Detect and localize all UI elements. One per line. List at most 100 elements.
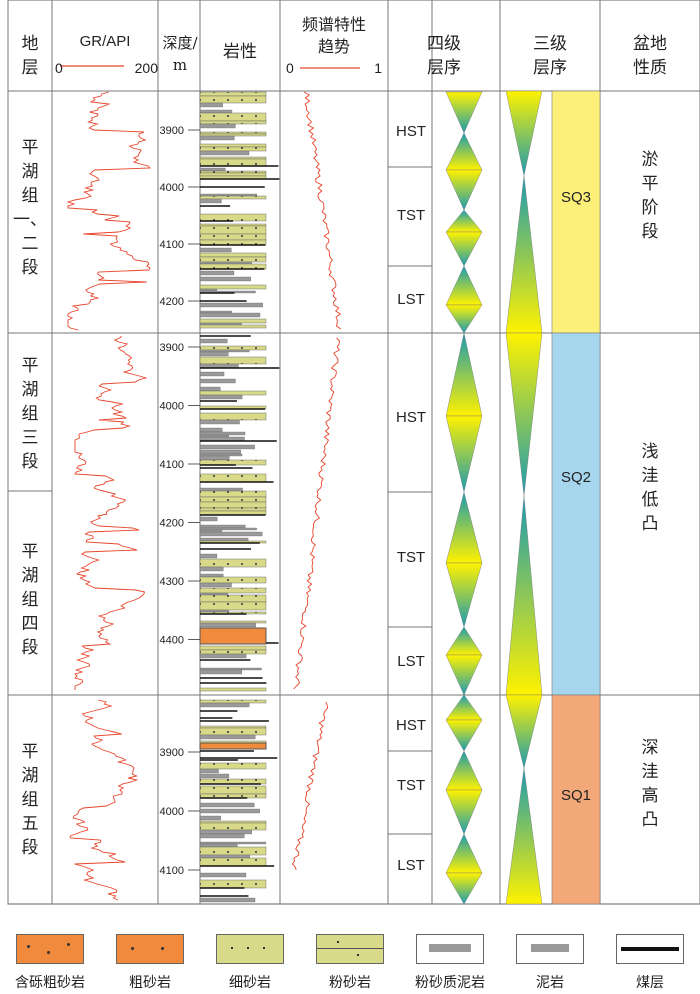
- third-order-regressive: [505, 694, 543, 769]
- legend-fine-sandstone: 细砂岩: [200, 934, 300, 992]
- header-depth: 深度/ m: [162, 34, 198, 74]
- lith-section-1-sand-bed: [199, 91, 267, 97]
- depth-s2-label: 4300: [160, 576, 184, 588]
- lith-section-3-mud-bed: [199, 773, 230, 779]
- depth-ticks: 3900 4000 4100 4200 3900 4000 4100 4200 4300 4400…: [160, 125, 200, 877]
- header-basin-nature: 盆地 性质: [633, 34, 667, 78]
- lith-section-1-sand-bed: [199, 324, 267, 329]
- legend-label: 粉砂质泥岩: [415, 975, 485, 991]
- lith-section-2-mud-bed: [199, 349, 250, 353]
- lith-section-1-sand-bed: [199, 156, 267, 160]
- lith-section-2-sand-bed: [199, 601, 267, 611]
- coarse-sandstone-icon: [116, 934, 184, 964]
- fourth-order-cycle: [445, 694, 483, 721]
- lith-section-2-sand-bed: [199, 649, 267, 655]
- lith-section-3-mud-bed: [199, 768, 219, 774]
- lith-section-1-mud-bed: [199, 135, 235, 141]
- lith-section-1-mud-bed: [199, 276, 251, 282]
- tract-tst-3: TST: [396, 777, 426, 794]
- depth-s3-label: 4100: [160, 865, 184, 877]
- lith-section-3-mud-bed: [199, 833, 245, 839]
- lith-section-2-mud-bed: [199, 537, 249, 542]
- lith-section-2-sand-bed: [199, 501, 267, 509]
- lith-section-2-sand-bed: [199, 594, 267, 603]
- lith-section-1-mud-bed: [199, 302, 263, 308]
- lith-section-3-sand-bed: [199, 820, 267, 824]
- lith-section-1-mud-bed: [199, 288, 217, 292]
- lith-section-2-mud-bed: [199, 434, 229, 438]
- spectral-curve-3: [291, 701, 329, 871]
- third-order-regressive: [505, 90, 543, 176]
- lith-section-2-mud-bed: [199, 371, 225, 377]
- lith-section-1-mud-bed: [199, 270, 235, 276]
- fourth-order-sequence-column: [445, 91, 483, 905]
- lith-section-2-sand-bed: [199, 558, 267, 568]
- tract-tst-1: TST: [396, 207, 426, 224]
- lith-section-2-mud-bed: [199, 431, 246, 436]
- lith-section-2-sand-bed: [199, 390, 267, 396]
- lith-section-2-mud-bed: [199, 455, 230, 461]
- lith-section-1-mud-bed: [199, 109, 233, 114]
- stratum-label-4: 平 湖 组 四 段: [21, 542, 39, 658]
- lith-section-3-mud-bed: [199, 854, 251, 859]
- sequence-sq1: SQ1: [560, 787, 591, 804]
- tract-hst-3: HST: [396, 717, 426, 734]
- fourth-order-cycle: [445, 789, 483, 835]
- lith-section-2-sand-bed: [199, 356, 267, 365]
- lith-section-3-sand-bed: [199, 857, 267, 867]
- third-order-transgressive: [505, 768, 543, 905]
- legend-label: 泥岩: [536, 975, 564, 991]
- fine-sandstone-icon: [216, 934, 284, 964]
- lith-section-1-sand-bed: [199, 112, 267, 122]
- fourth-order-cycle: [445, 169, 483, 211]
- depth-s1-label: 4000: [160, 182, 184, 194]
- lith-section-2-mud-bed: [199, 378, 236, 384]
- lith-section-1-sand-bed: [199, 172, 267, 177]
- third-order-sequence-column: [505, 90, 601, 905]
- lith-section-3-mud-bed: [199, 843, 238, 848]
- gr-curve-section-2: [74, 335, 148, 690]
- tract-lst-2: LST: [397, 653, 425, 670]
- depth-s1-label: 4100: [160, 239, 184, 251]
- lith-section-2-mud-bed: [199, 527, 257, 531]
- lith-section-2-mud-bed: [199, 553, 218, 559]
- depth-s3-label: 3900: [160, 747, 184, 759]
- fourth-order-cycle: [445, 750, 483, 791]
- depth-s2-label: 4400: [160, 635, 184, 647]
- lith-section-1-sand-bed: [199, 95, 267, 104]
- lith-section-1-sand-bed: [199, 284, 267, 290]
- depth-s2-label: 4200: [160, 518, 184, 530]
- depth-s1-label: 3900: [160, 125, 184, 137]
- third-order-transgressive: [505, 495, 543, 696]
- lith-section-2-sand-bed: [199, 490, 267, 498]
- header-lithology: 岩性: [223, 42, 257, 62]
- lith-section-1-mud-bed: [199, 247, 232, 253]
- tract-lst-3: LST: [397, 857, 425, 874]
- header-third-order: 三级 层序: [533, 34, 567, 78]
- lith-section-1-sand-bed: [199, 131, 267, 135]
- stratum-label-1-2: 平 湖 组 一、 二 段: [13, 138, 47, 278]
- coarse-sandstone-bed: [199, 742, 267, 750]
- siltstone-icon: [316, 934, 384, 964]
- fourth-order-cycle: [445, 415, 483, 493]
- header-spec-min: 0: [286, 60, 294, 76]
- lith-section-2-sand-bed: [199, 645, 267, 651]
- fourth-order-cycle: [445, 719, 483, 752]
- lith-section-1-mud-bed: [199, 312, 261, 318]
- lith-section-1-mud-bed: [199, 193, 257, 197]
- tract-lst-1: LST: [397, 291, 425, 308]
- fourth-order-cycle: [445, 491, 483, 564]
- lith-section-2-mud-bed: [199, 449, 241, 455]
- legend-coal-seam: 煤层: [600, 934, 700, 992]
- fourth-order-cycle: [445, 91, 483, 134]
- lith-section-1-sand-bed: [199, 223, 267, 227]
- basin-nature-3: 深 洼 高 凸: [641, 738, 659, 830]
- lith-section-1-sand-bed: [199, 195, 267, 200]
- lith-section-1-sand-bed: [199, 120, 267, 125]
- lith-section-1-sand-bed: [199, 158, 267, 167]
- tract-hst-2: HST: [396, 409, 426, 426]
- legend-coarse-sandstone: 粗砂岩: [100, 934, 200, 992]
- sequence-box-sq3: [551, 90, 601, 334]
- sequence-sq3: SQ3: [560, 189, 591, 206]
